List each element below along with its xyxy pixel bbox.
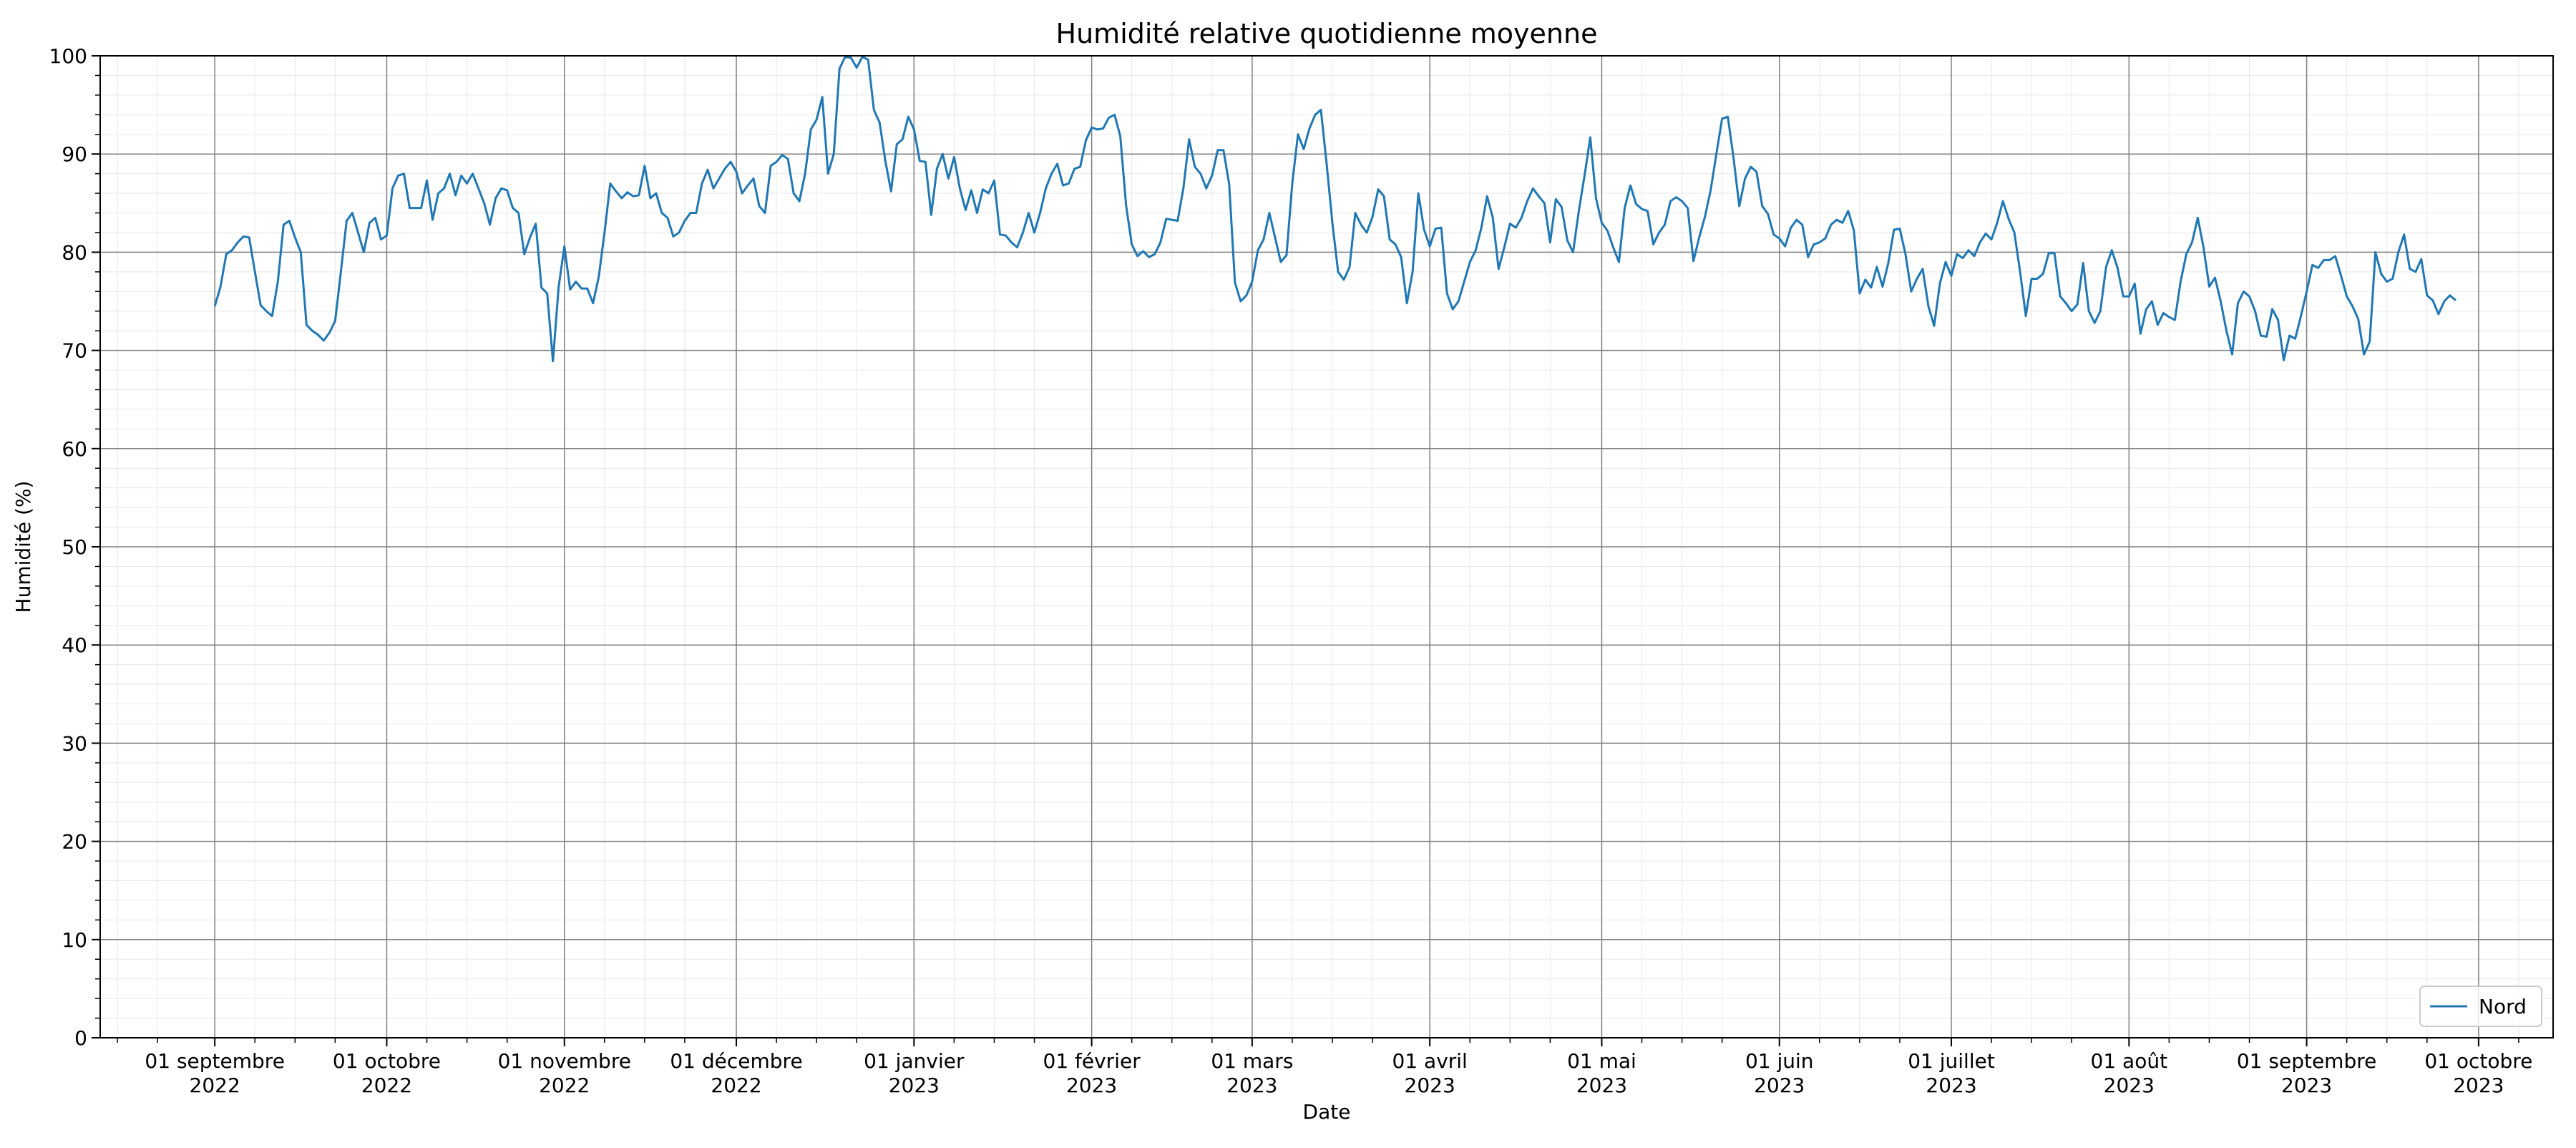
series-layer bbox=[213, 55, 2457, 363]
x-tick-label-year: 2023 bbox=[2104, 1074, 2155, 1097]
y-tick-label: 20 bbox=[62, 830, 87, 854]
y-tick-label: 90 bbox=[62, 142, 87, 166]
x-tick-label-day: 01 juillet bbox=[1908, 1049, 1995, 1073]
x-tick-label-year: 2023 bbox=[2453, 1074, 2504, 1097]
y-tick-label: 40 bbox=[62, 633, 87, 657]
x-tick-label-year: 2023 bbox=[1226, 1074, 1277, 1097]
y-axis-label: Humidité (%) bbox=[11, 481, 35, 613]
x-tick-label-day: 01 octobre bbox=[333, 1049, 441, 1073]
y-tick-label: 80 bbox=[62, 240, 87, 264]
x-axis-label: Date bbox=[1303, 1100, 1351, 1124]
y-tick-label: 60 bbox=[62, 437, 87, 461]
x-tick-label-day: 01 avril bbox=[1392, 1049, 1468, 1073]
major-grid bbox=[100, 55, 2553, 1038]
x-tick-label-year: 2023 bbox=[1926, 1074, 1976, 1097]
x-tick-label-day: 01 janvier bbox=[864, 1049, 965, 1073]
x-tick-label-day: 01 novembre bbox=[498, 1049, 631, 1073]
x-tick-label-day: 01 septembre bbox=[145, 1049, 285, 1073]
y-tick-label: 10 bbox=[62, 928, 87, 952]
x-tick-label-year: 2022 bbox=[190, 1074, 240, 1097]
x-tick-label-day: 01 mars bbox=[1211, 1049, 1293, 1073]
x-tick-label-year: 2023 bbox=[1405, 1074, 1455, 1097]
x-tick-label-year: 2023 bbox=[1576, 1074, 1627, 1097]
chart-title: Humidité relative quotidienne moyenne bbox=[1056, 18, 1598, 49]
x-tick-label-day: 01 juin bbox=[1745, 1049, 1814, 1073]
x-tick-label-year: 2023 bbox=[1754, 1074, 1805, 1097]
x-tick-label-year: 2022 bbox=[539, 1074, 590, 1097]
y-tick-label: 100 bbox=[49, 44, 87, 68]
x-tick-label-year: 2023 bbox=[2281, 1074, 2332, 1097]
x-tick-label-year: 2023 bbox=[1066, 1074, 1117, 1097]
legend-box bbox=[2419, 986, 2542, 1027]
legend: Nord bbox=[2419, 986, 2542, 1027]
y-tick-label: 30 bbox=[62, 731, 87, 755]
series-line-nord bbox=[213, 55, 2457, 363]
x-tick-label-day: 01 décembre bbox=[670, 1049, 802, 1073]
y-tick-label: 70 bbox=[62, 339, 87, 363]
x-tick-label-day: 01 octobre bbox=[2424, 1049, 2532, 1073]
x-tick-label-year: 2022 bbox=[361, 1074, 412, 1097]
x-tick-label-day: 01 mai bbox=[1567, 1049, 1636, 1073]
x-tick-label-year: 2023 bbox=[889, 1074, 940, 1097]
x-tick-label-year: 2022 bbox=[711, 1074, 761, 1097]
x-tick-label-day: 01 septembre bbox=[2237, 1049, 2377, 1073]
x-tick-label-day: 01 août bbox=[2091, 1049, 2168, 1073]
y-tick-label: 50 bbox=[62, 535, 87, 559]
legend-label-nord: Nord bbox=[2479, 995, 2527, 1018]
x-tick-label-day: 01 février bbox=[1043, 1049, 1141, 1073]
y-tick-label: 0 bbox=[74, 1026, 87, 1050]
